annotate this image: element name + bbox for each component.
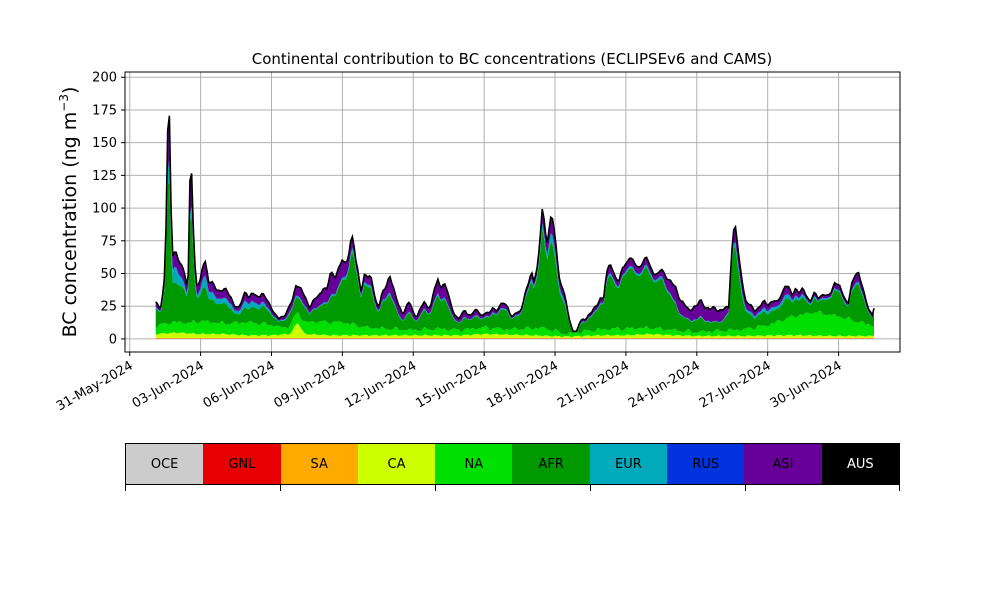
legend-sa: SA xyxy=(280,444,358,484)
x-tick-label: 03-Jun-2024 xyxy=(130,358,207,411)
chart-title: Continental contribution to BC concentra… xyxy=(252,50,773,68)
area-ca xyxy=(155,323,875,338)
legend-na: NA xyxy=(435,444,513,484)
y-axis-label: BC concentration (ng m−3) xyxy=(57,87,81,338)
x-tick-label: 27-Jun-2024 xyxy=(697,358,774,411)
y-tick-label: 25 xyxy=(100,300,117,315)
x-tick-label: 21-Jun-2024 xyxy=(555,358,632,411)
y-tick-label: 75 xyxy=(100,234,117,249)
x-tick-label: 06-Jun-2024 xyxy=(201,358,278,411)
legend-oce: OCE xyxy=(126,444,204,484)
legend-tick xyxy=(435,485,436,491)
total-line xyxy=(155,115,875,333)
legend-ca: CA xyxy=(357,444,436,484)
y-tick-label: 175 xyxy=(92,103,117,118)
y-axis-label-main: BC concentration (ng m xyxy=(59,112,81,338)
legend-tick xyxy=(125,485,126,491)
y-axis-label-end: ) xyxy=(59,87,81,94)
legend-afr: AFR xyxy=(512,444,590,484)
area-sa xyxy=(155,337,875,339)
area-afr xyxy=(155,182,875,335)
legend-gnl: GNL xyxy=(203,444,281,484)
x-tick-label: 09-Jun-2024 xyxy=(272,358,349,411)
y-axis-ticks: 0 25 50 75 100 125 150 175 200 xyxy=(92,71,125,347)
plot-frame xyxy=(124,71,901,353)
total-outline xyxy=(155,115,875,333)
x-axis-ticks: 31-May-202403-Jun-202406-Jun-202409-Jun-… xyxy=(54,352,845,414)
x-tick-label: 15-Jun-2024 xyxy=(413,358,490,411)
area-asi xyxy=(155,115,875,332)
y-tick-label: 0 xyxy=(109,332,117,347)
y-tick-label: 125 xyxy=(92,169,117,184)
x-tick-label: 30-Jun-2024 xyxy=(768,358,845,411)
legend-tick xyxy=(745,485,746,491)
legend-tick xyxy=(590,485,591,491)
y-tick-label: 150 xyxy=(92,136,117,151)
x-tick-label: 24-Jun-2024 xyxy=(626,358,703,411)
x-tick-label: 12-Jun-2024 xyxy=(342,358,419,411)
y-axis-label-sup: −3 xyxy=(57,94,71,112)
legend-ticks xyxy=(125,485,900,491)
area-na xyxy=(155,310,875,338)
legend-eur: EUR xyxy=(589,444,668,484)
legend-aus: AUS xyxy=(821,444,899,484)
legend-asi: ASI xyxy=(744,444,822,484)
x-tick-label: 18-Jun-2024 xyxy=(484,358,561,411)
legend-tick xyxy=(899,485,900,491)
legend-rus: RUS xyxy=(667,444,745,484)
x-tick-label: 31-May-2024 xyxy=(54,358,136,414)
y-tick-label: 50 xyxy=(100,267,117,282)
stacked-areas xyxy=(155,115,875,339)
legend-tick xyxy=(280,485,281,491)
grid-lines xyxy=(125,72,900,352)
y-tick-label: 200 xyxy=(92,71,117,86)
y-tick-label: 100 xyxy=(92,202,117,217)
region-color-legend: OCE GNL SA CA NA AFR EUR RUS ASI AUS xyxy=(125,443,900,485)
